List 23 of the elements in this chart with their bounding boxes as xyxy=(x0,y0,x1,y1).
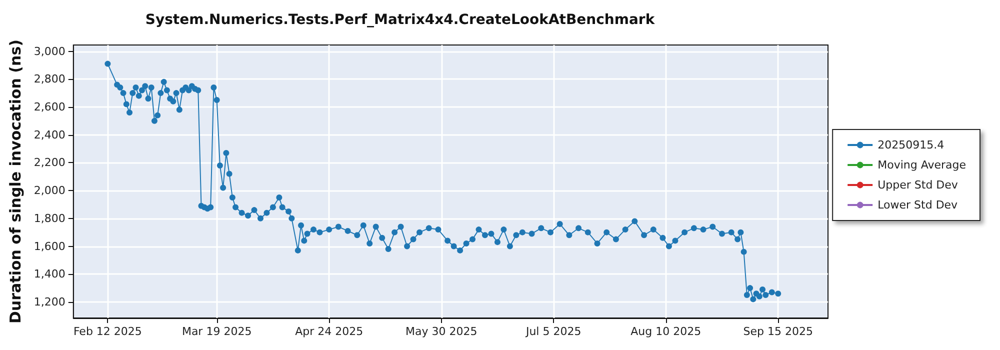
legend-label: Lower Std Dev xyxy=(878,198,958,212)
x-tick-label: Mar 19 2025 xyxy=(182,325,252,338)
legend-label: 20250915.4 xyxy=(878,138,944,152)
chart-title: System.Numerics.Tests.Perf_Matrix4x4.CreateLookAtBenchmark xyxy=(145,12,656,28)
x-tick-label: Apr 24 2025 xyxy=(295,325,364,338)
y-tick-label: 2,400 xyxy=(34,128,66,142)
y-tick-label: 1,400 xyxy=(34,268,66,281)
y-tick-label: 1,200 xyxy=(34,295,66,308)
x-tick-label: Aug 10 2025 xyxy=(630,325,702,338)
x-tick-label: May 30 2025 xyxy=(405,325,478,338)
y-tick-label: 1,800 xyxy=(34,212,66,225)
y-tick-label: 2,800 xyxy=(34,72,66,86)
legend-label: Moving Average xyxy=(878,158,966,172)
y-tick-label: 1,600 xyxy=(34,240,66,253)
y-tick-label: 3,000 xyxy=(34,44,66,58)
x-tick-label: Feb 12 2025 xyxy=(73,325,142,338)
y-axis-title: Duration of single invocation (ns) xyxy=(6,40,24,324)
x-tick-label: Jul 5 2025 xyxy=(524,325,582,338)
y-tick-label: 2,000 xyxy=(34,184,66,198)
legend-label: Upper Std Dev xyxy=(878,178,958,192)
y-tick-label: 2,600 xyxy=(34,100,66,114)
y-tick-label: 2,200 xyxy=(34,156,66,170)
x-tick-label: Sep 15 2025 xyxy=(743,325,813,338)
